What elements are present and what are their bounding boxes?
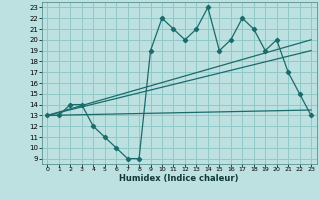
X-axis label: Humidex (Indice chaleur): Humidex (Indice chaleur) — [119, 174, 239, 183]
